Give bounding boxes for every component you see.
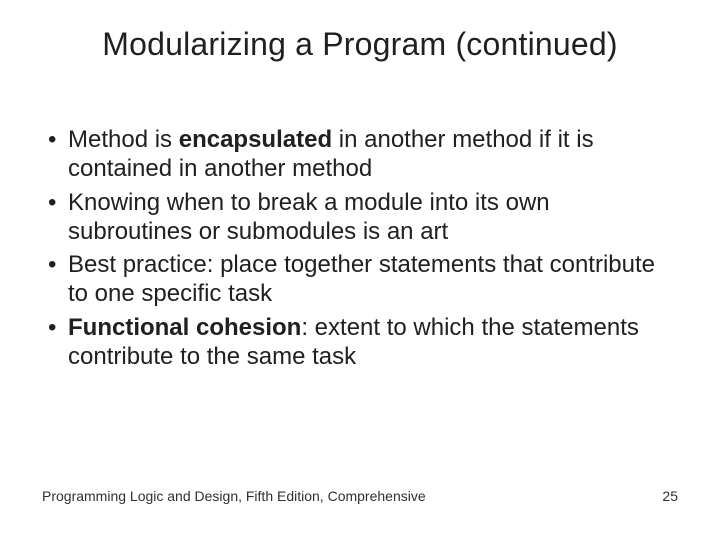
bullet-item: Method is encapsulated in another method… bbox=[42, 125, 678, 184]
bullet-text-pre: Best practice: place together statements… bbox=[68, 251, 655, 307]
bullet-text-bold: Functional cohesion bbox=[68, 314, 301, 341]
bullet-item: Knowing when to break a module into its … bbox=[42, 188, 678, 247]
bullet-list: Method is encapsulated in another method… bbox=[42, 125, 678, 371]
footer-source: Programming Logic and Design, Fifth Edit… bbox=[42, 488, 426, 504]
bullet-text-bold: encapsulated bbox=[179, 126, 332, 153]
slide: Modularizing a Program (continued) Metho… bbox=[0, 0, 720, 540]
slide-body: Method is encapsulated in another method… bbox=[42, 125, 678, 375]
bullet-text-pre: Knowing when to break a module into its … bbox=[68, 189, 550, 245]
bullet-item: Functional cohesion: extent to which the… bbox=[42, 313, 678, 372]
slide-title: Modularizing a Program (continued) bbox=[0, 26, 720, 63]
bullet-text-pre: Method is bbox=[68, 126, 179, 153]
slide-number: 25 bbox=[662, 488, 678, 504]
bullet-item: Best practice: place together statements… bbox=[42, 250, 678, 309]
